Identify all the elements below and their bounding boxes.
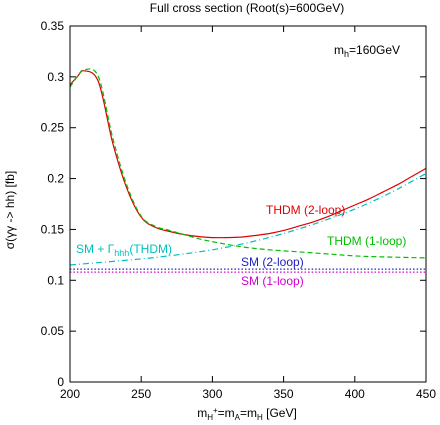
series-line-1 xyxy=(69,68,427,259)
x-tick-label: 350 xyxy=(274,387,294,401)
label-sm-gamma-pre: SM + Γ xyxy=(76,242,115,256)
label-sm-2loop: SM (2-loop) xyxy=(241,255,304,269)
series-line-2 xyxy=(69,172,427,266)
x-label-post: [GeV] xyxy=(263,406,297,420)
x-label-mid2: =m xyxy=(240,406,257,420)
label-thdm-1loop: THDM (1-loop) xyxy=(327,234,406,248)
y-tick-label: 0.1 xyxy=(47,273,64,287)
x-label-mid: =m xyxy=(218,406,235,420)
x-tick-label: 300 xyxy=(202,387,222,401)
series-line-0 xyxy=(69,70,427,239)
mass-label: mh=160GeV xyxy=(334,43,400,59)
label-thdm-2loop: THDM (2-loop) xyxy=(266,203,345,217)
x-label-pre: m xyxy=(197,406,207,420)
axis-ticks xyxy=(69,25,427,383)
y-tick-label: 0.05 xyxy=(41,324,65,338)
x-label-sub2: A xyxy=(235,413,241,422)
x-tick-label: 450 xyxy=(416,387,436,401)
chart-title: Full cross section (Root(s)=600GeV) xyxy=(150,1,344,15)
y-tick-label: 0.25 xyxy=(41,121,65,135)
label-sm-1loop: SM (1-loop) xyxy=(241,274,304,288)
x-tick-label: 400 xyxy=(345,387,365,401)
y-tick-label: 0.3 xyxy=(47,70,64,84)
x-label-sup1: + xyxy=(213,406,218,415)
plot-frame xyxy=(69,25,427,383)
series-layer xyxy=(69,68,427,273)
y-tick-label: 0.35 xyxy=(41,19,65,33)
label-sm-gamma: SM + Γhhh(THDM) xyxy=(76,242,172,258)
label-sm-gamma-sub: hhh xyxy=(114,248,129,258)
y-axis-label: σ(γγ -> hh) [fb] xyxy=(3,171,17,249)
x-label-sub1: H xyxy=(207,413,213,422)
label-sm-gamma-post: (THDM) xyxy=(129,242,172,256)
y-tick-label: 0.15 xyxy=(41,222,65,236)
x-tick-label: 200 xyxy=(60,387,80,401)
y-tick-label: 0 xyxy=(57,375,64,389)
mass-label-pre: m xyxy=(334,43,344,57)
tick-labels: 200 250 300 350 400 450 0 0.05 0.1 0.15 0.2 0.25 0.3… xyxy=(41,19,437,401)
mass-label-post: =160GeV xyxy=(349,43,400,57)
mass-label-sub: h xyxy=(344,49,349,59)
x-label-sub3: H xyxy=(257,413,263,422)
x-axis-label: mH+=mA=mH [GeV] xyxy=(197,406,297,422)
x-tick-label: 250 xyxy=(131,387,151,401)
y-tick-label: 0.2 xyxy=(47,172,64,186)
